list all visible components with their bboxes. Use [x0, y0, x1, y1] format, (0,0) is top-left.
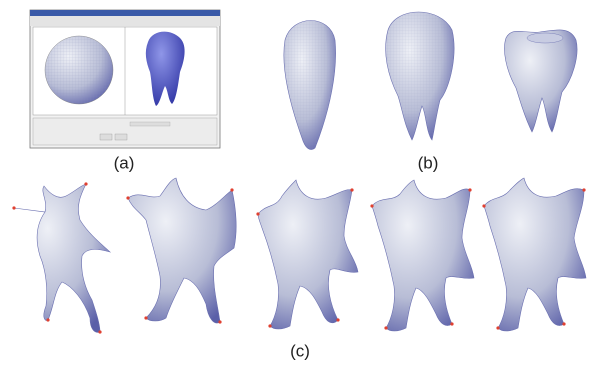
handle-points: [12, 182, 586, 334]
deformation-sequence: [13, 177, 587, 333]
panel-label: (b): [418, 153, 439, 172]
shape-sequence: [283, 11, 578, 150]
panel-label: (c): [290, 341, 310, 360]
panel-label: (a): [114, 153, 135, 172]
screenshot-panel: [29, 9, 221, 149]
